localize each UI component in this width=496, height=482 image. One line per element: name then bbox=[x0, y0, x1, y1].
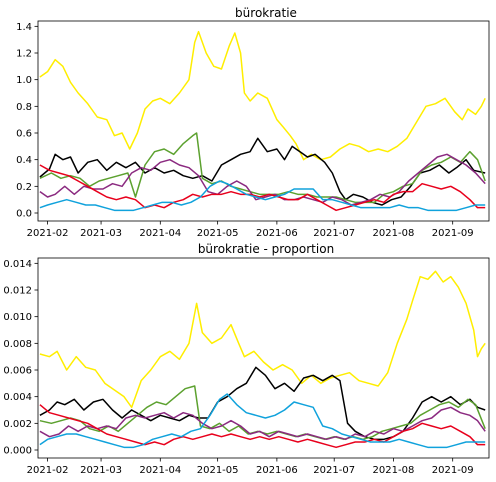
series-line-6 bbox=[39, 393, 486, 449]
y-axis-ticks: 0.000 0.002 0.004 0.006 0.008 0.010 0.012 0.014 bbox=[3, 259, 38, 457]
series-line-5 bbox=[39, 164, 486, 212]
series-lines bbox=[39, 30, 486, 212]
chart-title: bürokratie - proportion bbox=[198, 242, 334, 256]
y-tick-label: 0.000 bbox=[3, 446, 32, 457]
series-line-1 bbox=[39, 30, 486, 161]
x-tick-label: 2021-02 bbox=[27, 465, 69, 476]
x-axis-ticks: 2021-02 2021-03 2021-04 2021-05 2021-06 2021-… bbox=[27, 458, 474, 476]
series-lines bbox=[39, 270, 486, 449]
x-tick-label: 2021-08 bbox=[373, 465, 415, 476]
chart-title: bürokratie bbox=[235, 6, 297, 20]
series-line-3 bbox=[39, 385, 486, 441]
y-tick-label: 0.6 bbox=[16, 129, 32, 140]
y-tick-label: 0.2 bbox=[16, 182, 32, 193]
chart-panel-burokratie: bürokratie 2021-02 2021-03 2021-04 2021-05 2… bbox=[16, 6, 490, 239]
y-tick-label: 0.008 bbox=[3, 339, 32, 350]
x-tick-label: 2021-04 bbox=[139, 228, 181, 239]
x-tick-label: 2021-04 bbox=[139, 465, 181, 476]
series-line-1 bbox=[39, 270, 486, 409]
y-tick-label: 0.010 bbox=[3, 312, 32, 323]
y-tick-label: 0.006 bbox=[3, 366, 32, 377]
y-tick-label: 0.002 bbox=[3, 419, 32, 430]
x-tick-label: 2021-09 bbox=[432, 228, 474, 239]
x-tick-label: 2021-03 bbox=[80, 228, 122, 239]
x-tick-label: 2021-07 bbox=[313, 465, 355, 476]
y-tick-label: 0.0 bbox=[16, 209, 32, 220]
series-line-2 bbox=[39, 366, 486, 441]
x-tick-label: 2021-09 bbox=[432, 465, 474, 476]
y-tick-label: 0.014 bbox=[3, 259, 32, 270]
x-tick-label: 2021-07 bbox=[313, 228, 355, 239]
x-tick-label: 2021-02 bbox=[27, 228, 69, 239]
x-tick-label: 2021-06 bbox=[256, 465, 298, 476]
series-line-4 bbox=[39, 406, 486, 441]
series-line-2 bbox=[39, 137, 486, 206]
y-tick-label: 1.4 bbox=[16, 22, 32, 33]
series-line-5 bbox=[39, 404, 486, 449]
series-line-6 bbox=[39, 180, 486, 212]
chart-panel-burokratie-proportion: bürokratie - proportion 2021-02 2021-03 20… bbox=[3, 242, 490, 476]
y-tick-label: 0.004 bbox=[3, 392, 32, 403]
y-tick-label: 1.0 bbox=[16, 75, 32, 86]
y-tick-label: 1.2 bbox=[16, 49, 32, 60]
plot-area-frame bbox=[37, 257, 490, 459]
y-tick-label: 0.012 bbox=[3, 286, 32, 297]
x-tick-label: 2021-05 bbox=[197, 465, 239, 476]
y-axis-ticks: 0.0 0.2 0.4 0.6 0.8 1.0 1.2 1.4 bbox=[16, 22, 38, 220]
y-tick-label: 0.8 bbox=[16, 102, 32, 113]
x-axis-ticks: 2021-02 2021-03 2021-04 2021-05 2021-06 2021-… bbox=[27, 221, 474, 239]
y-tick-label: 0.4 bbox=[16, 155, 32, 166]
x-tick-label: 2021-06 bbox=[256, 228, 298, 239]
series-line-3 bbox=[39, 132, 486, 204]
x-tick-label: 2021-08 bbox=[373, 228, 415, 239]
x-tick-label: 2021-03 bbox=[80, 465, 122, 476]
x-tick-label: 2021-05 bbox=[197, 228, 239, 239]
plot-area-frame bbox=[37, 20, 490, 222]
